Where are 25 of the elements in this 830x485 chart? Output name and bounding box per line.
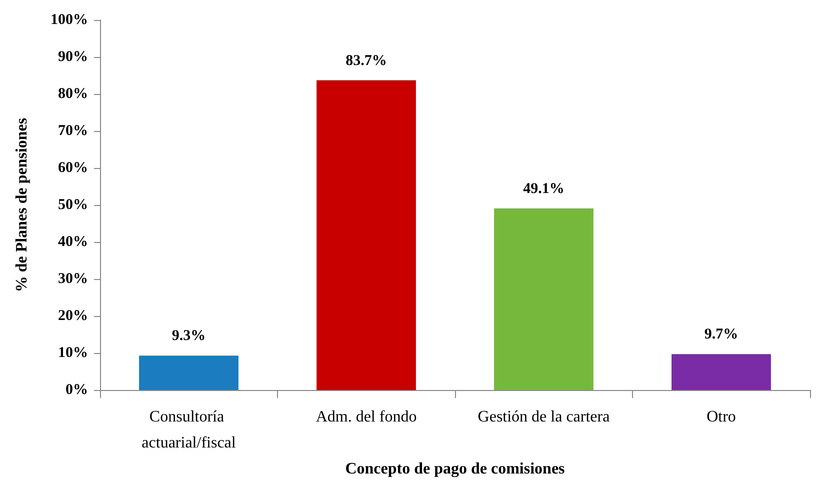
y-tick-label: 70% — [58, 123, 88, 139]
y-axis-title: % de Planes de pensiones — [14, 118, 30, 292]
y-tick-label: 20% — [58, 308, 88, 324]
data-label: 83.7% — [346, 52, 387, 69]
y-tick-label: 50% — [58, 197, 88, 213]
x-tick-label: Adm. del fondo — [316, 408, 417, 426]
y-tick-label: 80% — [58, 86, 88, 102]
bar — [316, 80, 416, 390]
y-tick-label: 10% — [58, 345, 88, 361]
y-tick-label: 30% — [58, 271, 88, 287]
x-tick-label: Consultoría actuarial/fiscal — [142, 408, 236, 452]
data-label: 9.3% — [172, 328, 206, 344]
y-tick-label: 40% — [58, 234, 88, 250]
y-tick-label: 90% — [58, 49, 88, 65]
x-tick-label: Otro — [706, 408, 736, 426]
bar — [494, 208, 594, 390]
x-tick-label: Gestión de la cartera — [478, 408, 610, 426]
data-label: 49.1% — [523, 180, 564, 197]
data-label: 9.7% — [704, 326, 738, 343]
x-axis-title: Concepto de pago de comisiones — [345, 460, 565, 478]
bar — [672, 354, 771, 390]
y-tick-label: 60% — [58, 160, 88, 176]
bar — [139, 356, 238, 390]
y-tick-label: 0% — [66, 382, 88, 398]
y-tick-label: 100% — [50, 12, 88, 28]
